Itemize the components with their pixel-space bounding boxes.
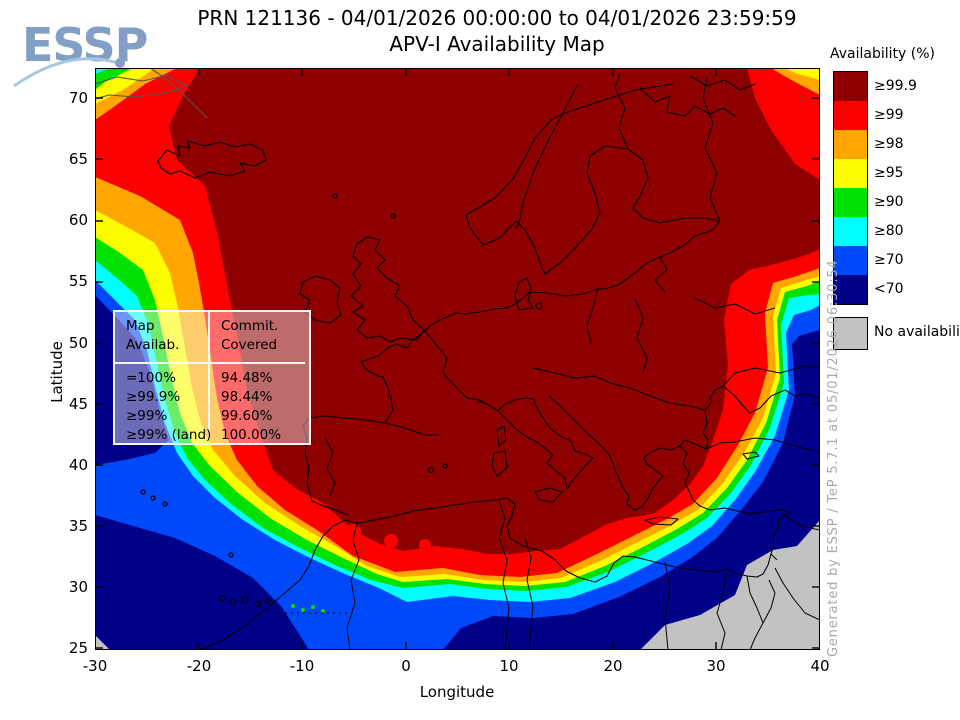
lat-tick-label: 40 <box>68 456 88 474</box>
essp-logo-arc <box>13 57 125 88</box>
lat-tick-label: 60 <box>68 211 88 229</box>
lon-tick-label: 0 <box>401 657 411 675</box>
country-borders <box>273 72 820 650</box>
legend-swatch <box>834 159 867 188</box>
legend-swatch <box>834 217 867 246</box>
legend-label: ≥98 <box>874 136 904 152</box>
stats-col1-header: Map Availab. <box>115 312 210 364</box>
legend-label: ≥99 <box>874 107 904 123</box>
lon-tick-label: 30 <box>706 657 726 675</box>
lat-tick-label: 50 <box>68 334 88 352</box>
lat-tick-label: 25 <box>68 639 88 657</box>
stats-label: ≥99% <box>126 408 168 424</box>
no-availability-swatch <box>833 317 868 350</box>
stats-value: 94.48% <box>221 370 273 386</box>
legend-label: ≥99.9 <box>874 78 917 94</box>
legend-title: Availability (%) <box>830 46 935 62</box>
band-ge999 <box>169 68 820 554</box>
stats-label: ≥99.9% <box>126 389 181 405</box>
contour-pockets <box>291 524 431 613</box>
no-availability-regions <box>95 520 820 650</box>
x-axis-title: Longitude <box>419 683 495 701</box>
stats-label: =100% <box>126 370 176 386</box>
legend-swatch <box>834 246 867 275</box>
stats-value: 100.00% <box>221 427 282 443</box>
commitment-stats-box: Map Availab. Commit. Covered =100% ≥99.9… <box>113 310 311 445</box>
legend-swatch <box>834 101 867 130</box>
legend-label: ≥95 <box>874 165 904 181</box>
legend-label: ≥70 <box>874 252 904 268</box>
axis-ticks <box>95 68 820 650</box>
legend-colorbar <box>833 71 868 305</box>
legend-swatch <box>834 188 867 217</box>
stats-value: 98.44% <box>221 389 273 405</box>
lon-tick-label: 10 <box>499 657 519 675</box>
lon-tick-label: -10 <box>289 657 315 675</box>
availability-map <box>95 68 820 650</box>
lon-tick-label: 40 <box>810 657 830 675</box>
legend-swatch <box>834 130 867 159</box>
lat-tick-label: 65 <box>68 150 88 168</box>
plot-frame <box>95 68 820 650</box>
legend-swatch <box>834 72 867 101</box>
page-subtitle: APV-I Availability Map <box>389 32 605 56</box>
stats-labels: =100% ≥99.9% ≥99% ≥99% (land) <box>115 364 211 443</box>
lat-tick-label: 45 <box>68 395 88 413</box>
page-title: PRN 121136 - 04/01/2026 00:00:00 to 04/0… <box>197 6 797 30</box>
stats-values: 94.48% 98.44% 99.60% 100.00% <box>210 364 305 443</box>
y-axis-title: Latitude <box>48 341 66 403</box>
legend-swatch <box>834 275 867 304</box>
lon-tick-label: -30 <box>82 657 108 675</box>
no-availability-label: No availability <box>874 324 960 340</box>
lat-tick-label: 70 <box>68 89 88 107</box>
legend-label: <70 <box>874 281 904 297</box>
lon-tick-label: -20 <box>186 657 212 675</box>
stats-col2-header: Commit. Covered <box>210 312 305 364</box>
lon-tick-label: 20 <box>603 657 623 675</box>
lat-tick-label: 30 <box>68 578 88 596</box>
lat-tick-label: 55 <box>68 272 88 290</box>
legend-label: ≥90 <box>874 194 904 210</box>
legend-label: ≥80 <box>874 223 904 239</box>
lat-tick-label: 35 <box>68 517 88 535</box>
stats-value: 99.60% <box>221 408 273 424</box>
essp-logo: ESSP <box>22 18 148 72</box>
island-dots <box>140 193 448 608</box>
generated-by-credit: Generated by ESSP / TeP 5.7.1 at 05/01/2… <box>826 259 841 657</box>
stats-label: ≥99% (land) <box>126 427 212 443</box>
